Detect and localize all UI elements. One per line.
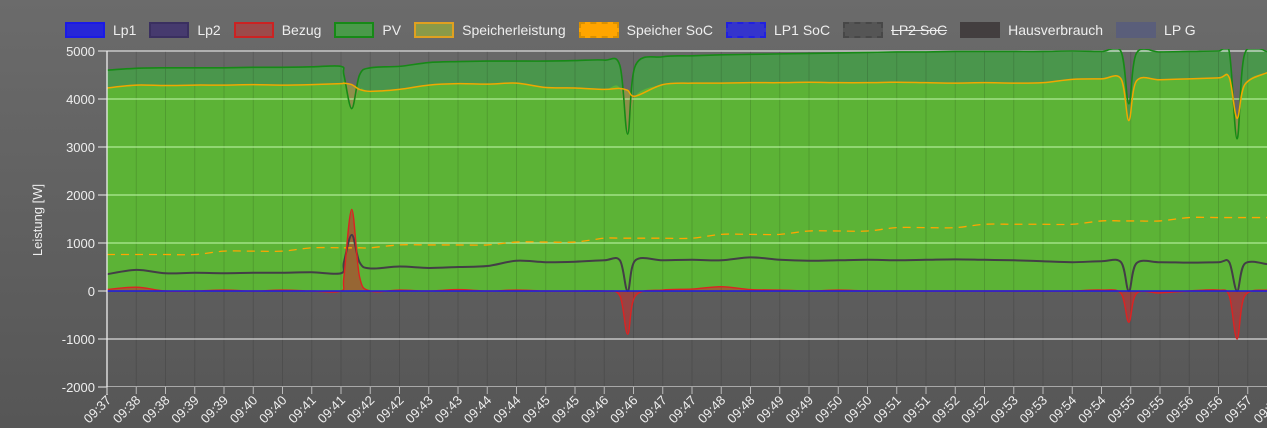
legend-item-lp1-soc[interactable]: LP1 SoC [726,22,830,38]
legend-label: Lp2 [197,22,221,38]
x-tick-label: 09:54 [1075,393,1109,427]
x-tick-label: 09:52 [929,393,963,427]
y-tick-label: 4000 [66,92,95,107]
x-tick-label: 09:57 [1221,393,1255,427]
legend-swatch [414,22,455,38]
y-tick-label: -2000 [62,380,95,395]
legend-item-hausverbrauch[interactable]: Hausverbrauch [960,22,1103,38]
x-tick-label: 09:52 [958,393,992,427]
x-tick-label: 09:56 [1192,393,1226,427]
legend-swatch [843,22,884,38]
x-tick-label: 09:53 [987,393,1021,427]
legend-label: Speicher SoC [626,22,714,38]
x-tick-label: 09:49 [753,393,787,427]
legend-label: Lp1 [113,22,137,38]
x-tick-label: 09:37 [81,393,115,427]
legend-label: LP1 SoC [774,22,831,38]
x-tick-label: 09:54 [1046,393,1080,427]
legend-item-speicher-soc[interactable]: Speicher SoC [578,22,714,38]
x-tick-label: 09:45 [549,393,583,427]
legend-swatch [1116,22,1157,38]
x-tick-label: 09:41 [285,393,319,427]
speicherleistung-line [107,71,1267,122]
x-tick-label: 09:47 [636,393,670,427]
legend-swatch [578,22,619,38]
x-tick-label: 09:40 [256,393,290,427]
x-tick-label: 09:51 [870,393,904,427]
x-tick-label: 09:43 [432,393,466,427]
y-tick-label: 5000 [66,44,95,59]
x-tick-label: 09:57 [1251,393,1267,427]
legend-item-lp2[interactable]: Lp2 [149,22,221,38]
x-tick-label: 09:49 [783,393,817,427]
x-tick-label: 09:41 [315,393,349,427]
x-tick-label: 09:44 [490,393,524,427]
x-tick-label: 09:43 [402,393,436,427]
x-tick-label: 09:39 [198,393,232,427]
legend-swatch [233,22,274,38]
y-tick-label: 0 [88,284,95,299]
legend-label: LP2 SoC [891,22,948,38]
x-tick-label: 09:44 [461,393,495,427]
x-tick-label: 09:56 [1163,393,1197,427]
x-tick-label: 09:48 [695,393,729,427]
legend-item-lp-g[interactable]: LP G [1116,22,1196,38]
x-tick-label: 09:47 [666,393,700,427]
x-tick-label: 09:46 [578,393,612,427]
legend-item-bezug[interactable]: Bezug [233,22,322,38]
legend-item-speicherleistung[interactable]: Speicherleistung [414,22,566,38]
legend-item-pv[interactable]: PV [334,22,401,38]
pv-self-use-area [107,72,1267,291]
x-tick-label: 09:38 [139,393,173,427]
x-tick-label: 09:38 [110,393,144,427]
x-tick-label: 09:40 [227,393,261,427]
x-tick-label: 09:53 [1017,393,1051,427]
x-tick-label: 09:55 [1104,393,1138,427]
legend-item-lp2-soc[interactable]: LP2 SoC [843,22,947,38]
x-tick-label: 09:46 [607,393,641,427]
legend-swatch [334,22,375,38]
speicher-soc-line [107,216,1267,256]
x-tick-label: 09:55 [1134,393,1168,427]
y-tick-label: 2000 [66,188,95,203]
legend-swatch [149,22,190,38]
x-tick-label: 09:50 [812,393,846,427]
x-tick-label: 09:48 [724,393,758,427]
chart-legend: Lp1 Lp2 Bezug PV Speicherleistung Speicher So… [65,22,1267,38]
x-tick-label: 09:42 [373,393,407,427]
legend-item-lp1[interactable]: Lp1 [65,22,136,38]
y-tick-label: 3000 [66,140,95,155]
pv-line [107,49,1267,140]
y-tick-label: -1000 [62,332,95,347]
legend-label: Hausverbrauch [1008,22,1104,38]
legend-label: LP G [1164,22,1196,38]
legend-swatch [726,22,767,38]
y-tick-label: 1000 [66,236,95,251]
legend-label: Bezug [281,22,322,38]
legend-label: PV [382,22,402,38]
x-tick-label: 09:51 [900,393,934,427]
x-tick-label: 09:50 [841,393,875,427]
legend-swatch [65,22,105,38]
y-axis-label: Leistung [W] [30,184,45,256]
legend-swatch [960,22,1001,38]
legend-label: Speicherleistung [462,22,566,38]
x-tick-label: 09:42 [344,393,378,427]
x-tick-label: 09:45 [519,393,553,427]
x-tick-label: 09:39 [168,393,202,427]
